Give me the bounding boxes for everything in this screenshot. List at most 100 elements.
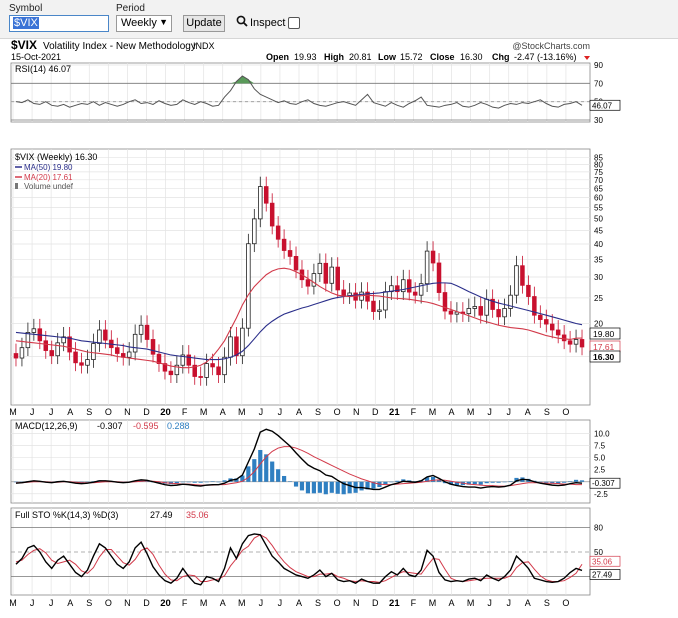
x-tick-label: M — [9, 598, 17, 608]
candle-body — [520, 265, 525, 286]
x-tick-label: J — [259, 407, 264, 417]
price-title: $VIX (Weekly) 16.30 — [15, 152, 97, 162]
x-tick-label: 21 — [389, 598, 400, 609]
candle-body — [168, 370, 174, 376]
header-exchange: INDX — [193, 41, 215, 51]
candle-body — [275, 225, 281, 240]
period-select-value: Weekly — [121, 17, 157, 29]
macd-histogram-bar — [496, 481, 501, 483]
macd-histogram-bar — [335, 481, 340, 494]
x-tick-label: J — [49, 598, 54, 608]
candle-body — [448, 310, 454, 315]
symbol-input[interactable]: $VIX — [9, 15, 109, 32]
x-tick-label: A — [220, 407, 226, 417]
macd-histogram-bar — [544, 481, 549, 483]
candle-body — [97, 329, 102, 344]
rsi-y-tick: 90 — [594, 61, 603, 70]
high-value: 20.81 — [349, 52, 372, 62]
candle-body — [365, 291, 370, 302]
x-tick-label: A — [67, 598, 73, 608]
period-select[interactable]: Weekly ▼ — [116, 15, 172, 32]
macd-line — [15, 428, 583, 491]
x-tick-label: N — [124, 598, 131, 608]
x-tick-label: M — [429, 598, 437, 608]
symbol-input-value: $VIX — [13, 17, 39, 29]
x-tick-label: J — [506, 598, 511, 608]
down-arrow-icon — [584, 56, 590, 60]
macd-histogram-bar — [317, 481, 322, 493]
candle-body — [115, 347, 120, 354]
macd-histogram-bar — [252, 459, 257, 482]
inspect-toggle[interactable]: Inspect — [236, 15, 301, 32]
macd-histogram-bar — [264, 454, 269, 482]
candle-body — [156, 353, 162, 364]
macd-value: -0.307 — [97, 421, 123, 431]
x-tick-label: O — [105, 598, 112, 608]
price-value-box — [589, 350, 621, 363]
ma50-line — [15, 282, 583, 361]
x-tick-label: M — [238, 598, 246, 608]
x-tick-label: J — [506, 407, 511, 417]
volume-legend-swatch — [15, 183, 18, 189]
candle-body — [430, 250, 436, 264]
update-button[interactable]: Update — [183, 15, 225, 32]
magnifier-icon — [236, 15, 250, 32]
macd-histogram-bar — [347, 481, 352, 494]
open-label: Open — [266, 52, 289, 62]
ma20-line — [15, 267, 583, 369]
macd-histogram-bar — [448, 481, 454, 485]
candle-body — [61, 336, 66, 344]
candle-body — [532, 296, 537, 316]
inspect-checkbox[interactable] — [288, 17, 301, 30]
candle-body — [186, 354, 192, 366]
candle-body — [329, 266, 335, 284]
x-tick-label: J — [30, 407, 35, 417]
chart-toolbar: Symbol Period $VIX Weekly ▼ Update Inspec… — [0, 0, 678, 39]
rsi-value-box — [589, 99, 621, 111]
chevron-down-icon: ▼ — [159, 17, 168, 27]
macd-signal-value: -0.595 — [133, 421, 159, 431]
candle-body — [305, 279, 311, 287]
candle-body — [401, 279, 406, 293]
candle-body — [67, 336, 72, 353]
price-y-tick: 30 — [594, 273, 603, 282]
macd-histogram-bar — [371, 481, 376, 489]
candle-body — [555, 329, 561, 336]
x-tick-label: M — [238, 407, 246, 417]
x-tick-label: F — [411, 598, 417, 608]
candle-body — [442, 292, 448, 312]
price-y-tick: 55 — [594, 203, 603, 212]
candle-body — [252, 218, 257, 245]
high-label: High — [324, 52, 344, 62]
candle-body — [126, 351, 132, 358]
x-tick-label: M — [9, 407, 17, 417]
x-tick-label: S — [544, 598, 550, 608]
candle-body — [418, 283, 424, 296]
macd-histogram-bar — [502, 481, 507, 483]
x-tick-label: S — [86, 598, 92, 608]
candle-body — [526, 284, 531, 297]
x-tick-label: A — [449, 407, 455, 417]
x-tick-label: D — [372, 598, 379, 608]
chg-label: Chg — [492, 52, 510, 62]
candle-body — [561, 334, 567, 342]
x-tick-label: S — [86, 407, 92, 417]
candle-body — [466, 308, 472, 315]
macd-histogram-bar — [240, 475, 245, 482]
macd-histogram-bar — [198, 481, 203, 483]
price-y-tick: 85 — [594, 154, 603, 163]
candle-body — [216, 366, 221, 376]
candle-body — [412, 291, 418, 296]
macd-histogram-bar — [216, 481, 221, 483]
macd-histogram-bar — [484, 481, 489, 484]
x-tick-label: O — [334, 407, 341, 417]
candle-body — [31, 328, 37, 333]
price-y-tick: 70 — [594, 176, 603, 185]
candle-body — [174, 364, 180, 376]
candle-body — [323, 262, 329, 284]
macd-histogram-bar — [568, 481, 573, 482]
macd-histogram-bar — [478, 481, 483, 485]
x-tick-label: D — [143, 407, 150, 417]
x-tick-label: M — [200, 598, 208, 608]
